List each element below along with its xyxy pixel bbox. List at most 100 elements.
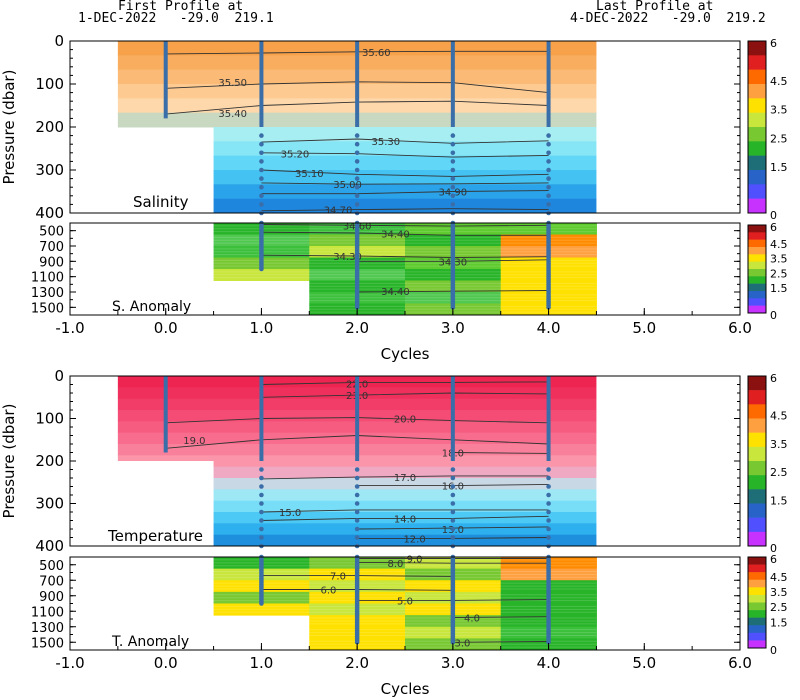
contour-label: 35.10 bbox=[295, 169, 324, 180]
contour-line bbox=[452, 452, 549, 454]
contour-label: 34.40 bbox=[381, 287, 410, 298]
profile-point bbox=[546, 167, 551, 173]
contour-label: 15.0 bbox=[279, 508, 301, 519]
panel-label: Temperature bbox=[107, 527, 203, 545]
colorbar-swatch bbox=[748, 261, 766, 270]
panel-label: Salinity bbox=[133, 193, 189, 211]
colorbar-swatch bbox=[748, 112, 766, 128]
contour-label: 34.70 bbox=[324, 206, 353, 217]
profile-point bbox=[259, 184, 264, 190]
profile-point bbox=[259, 141, 264, 147]
colorbar-swatch bbox=[748, 232, 766, 240]
y-axis-title: Pressure (dbar) bbox=[0, 70, 18, 185]
contour-label: 34.30 bbox=[333, 252, 362, 263]
profile-point bbox=[450, 167, 456, 173]
y-tick-label: 100 bbox=[35, 410, 64, 428]
first-profile-info: 1-DEC-2022 -29.0 219.1 bbox=[78, 11, 274, 26]
colorbar-swatch bbox=[748, 69, 766, 85]
colorbar-label: 0 bbox=[770, 644, 777, 657]
profile-point bbox=[354, 467, 360, 472]
colorbar-swatch bbox=[748, 475, 766, 490]
profile-point bbox=[259, 202, 264, 207]
colorbar-swatch bbox=[748, 254, 766, 262]
y-tick-label: 500 bbox=[39, 559, 64, 574]
profile-point bbox=[546, 509, 551, 515]
y-tick-label: 300 bbox=[35, 495, 64, 513]
profile-point bbox=[546, 535, 551, 540]
colorbar-swatch bbox=[748, 531, 766, 547]
y-tick-label: 700 bbox=[39, 240, 64, 255]
profile-point bbox=[450, 526, 456, 532]
colorbar-label: 2.5 bbox=[770, 267, 788, 280]
colorbar-swatch bbox=[748, 283, 766, 292]
y-tick-label: 400 bbox=[35, 204, 64, 222]
colorbar-frame bbox=[747, 224, 767, 314]
profile-point bbox=[546, 518, 551, 523]
colorbar-swatch bbox=[748, 155, 766, 171]
colorbar-swatch bbox=[748, 247, 766, 255]
colorbar-label: 6 bbox=[770, 37, 777, 50]
colorbar-swatch bbox=[748, 298, 766, 306]
profile-point bbox=[259, 193, 264, 199]
anomaly-cell bbox=[213, 603, 310, 616]
profile-point bbox=[450, 501, 456, 506]
section-band bbox=[213, 198, 597, 214]
colorbar-swatch bbox=[748, 461, 766, 476]
section-band bbox=[213, 466, 597, 479]
profile-point bbox=[354, 535, 360, 540]
profile-point bbox=[546, 492, 551, 498]
colorbar-swatch bbox=[748, 489, 766, 504]
section-band bbox=[213, 500, 597, 513]
colorbar-swatch bbox=[748, 291, 766, 299]
x-axis-title: Cycles bbox=[381, 680, 430, 698]
contour-line bbox=[261, 475, 549, 480]
contour-line bbox=[261, 509, 549, 513]
section-band bbox=[213, 127, 597, 142]
last-profile-label: Last Profile at bbox=[596, 0, 714, 14]
profile-point bbox=[450, 509, 456, 515]
contour-line bbox=[261, 169, 549, 177]
profile-point bbox=[259, 167, 264, 173]
x-tick-label: 5.0 bbox=[632, 319, 656, 337]
x-tick-label: 3.0 bbox=[441, 654, 465, 672]
x-tick-label: 5.0 bbox=[632, 654, 656, 672]
x-tick-label: 1.0 bbox=[249, 654, 273, 672]
profile-point bbox=[259, 266, 264, 272]
profile-point bbox=[450, 159, 456, 164]
colorbar-label: 1.5 bbox=[770, 495, 788, 508]
colorbar-swatch bbox=[748, 170, 766, 185]
first-profile-label: First Profile at bbox=[118, 0, 244, 14]
colorbar-swatch bbox=[748, 572, 766, 581]
colorbar-swatch bbox=[748, 198, 766, 214]
profile-point bbox=[450, 305, 456, 310]
colorbar-swatch bbox=[748, 587, 766, 596]
contour-label: 19.0 bbox=[183, 436, 205, 447]
profile-point bbox=[354, 492, 360, 498]
profile-point bbox=[546, 475, 551, 481]
profile-point bbox=[450, 492, 456, 498]
profile-point bbox=[450, 535, 456, 540]
x-tick-label: 1.0 bbox=[249, 319, 273, 337]
x-tick-label: 4.0 bbox=[537, 654, 561, 672]
colorbar-label: 3.5 bbox=[770, 438, 788, 451]
profile-point bbox=[546, 133, 551, 138]
contour-label: 35.40 bbox=[218, 109, 247, 120]
colorbar-label: 2.5 bbox=[770, 466, 788, 479]
section-band bbox=[213, 489, 597, 502]
panel-label: S. Anomaly bbox=[112, 299, 191, 315]
x-tick-label: 0.0 bbox=[154, 319, 178, 337]
profile-point bbox=[546, 467, 551, 472]
profile-point bbox=[546, 176, 551, 181]
colorbar-swatch bbox=[748, 625, 766, 634]
colorbar-swatch bbox=[748, 98, 766, 113]
section-band bbox=[213, 534, 597, 547]
colorbar-swatch bbox=[748, 503, 766, 518]
colorbar-swatch bbox=[748, 632, 766, 641]
contour-line bbox=[261, 392, 549, 398]
profile-point bbox=[354, 518, 360, 523]
contour-label: 3.0 bbox=[454, 638, 470, 649]
colorbar-swatch bbox=[748, 579, 766, 588]
profile-point bbox=[259, 501, 264, 506]
colorbar-label: 4.5 bbox=[770, 75, 788, 88]
y-tick-label: 1300 bbox=[31, 621, 64, 636]
